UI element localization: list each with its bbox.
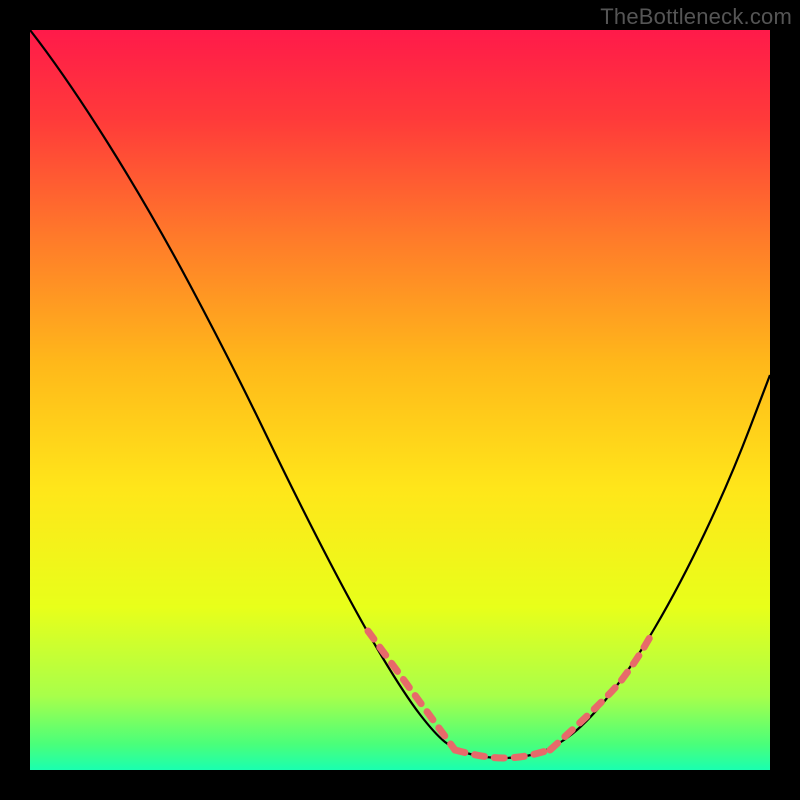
chart-frame: TheBottleneck.com [0, 0, 800, 800]
plot-area [30, 30, 770, 770]
watermark-text: TheBottleneck.com [600, 4, 792, 30]
plot-svg [30, 30, 770, 770]
gradient-background [30, 30, 770, 770]
